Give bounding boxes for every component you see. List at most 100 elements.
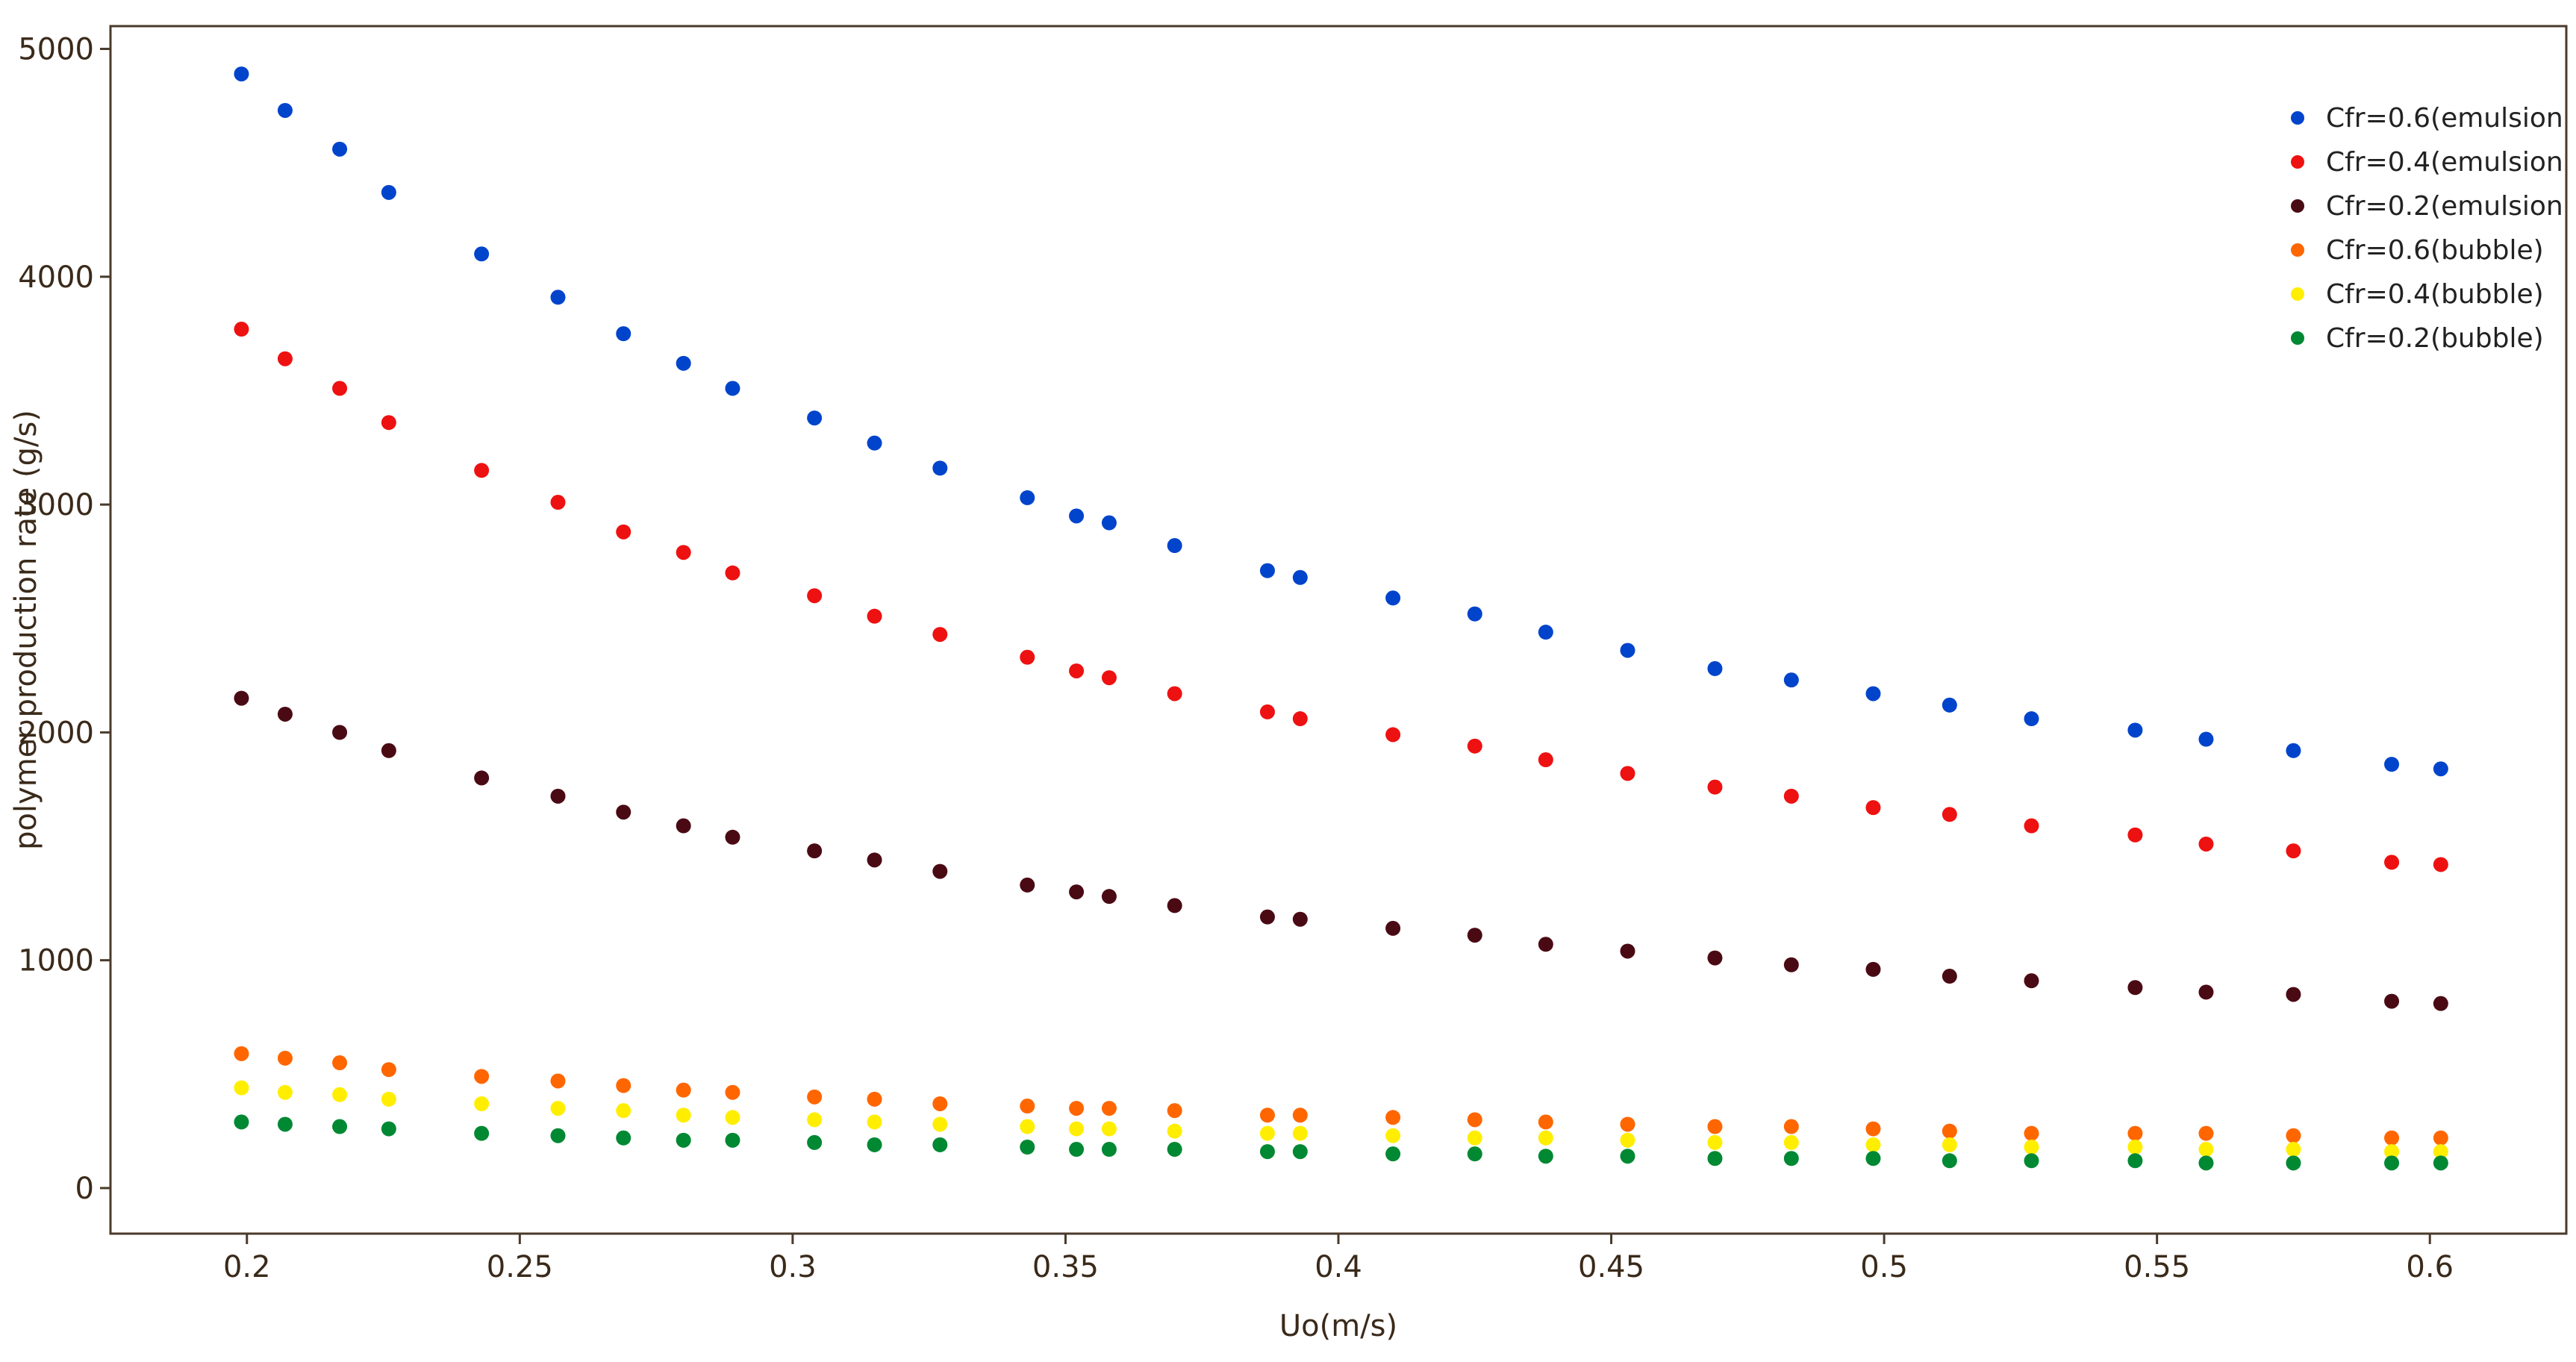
data-point bbox=[1167, 538, 1182, 554]
data-point bbox=[616, 1103, 631, 1119]
data-point bbox=[2384, 757, 2400, 772]
data-point bbox=[550, 290, 566, 305]
data-point bbox=[2384, 993, 2400, 1009]
data-point bbox=[2433, 1144, 2448, 1160]
data-point bbox=[1020, 1139, 1035, 1155]
legend-label: Cfr=0.4(bubble) bbox=[2326, 279, 2544, 310]
series-2 bbox=[234, 322, 2448, 872]
y-tick-label: 0 bbox=[75, 1172, 94, 1206]
data-point bbox=[1707, 950, 1723, 966]
series-1 bbox=[234, 66, 2448, 777]
plot-area-frame bbox=[109, 25, 2568, 1235]
data-point bbox=[1101, 670, 1117, 686]
legend-label: Cfr=0.2(bubble) bbox=[2326, 323, 2544, 354]
data-point bbox=[2286, 743, 2301, 758]
data-point bbox=[1069, 663, 1085, 678]
data-point bbox=[332, 381, 348, 396]
data-point bbox=[725, 1132, 740, 1148]
data-point bbox=[2024, 1153, 2039, 1169]
data-point bbox=[2433, 996, 2448, 1011]
data-point bbox=[1620, 943, 1635, 959]
data-point bbox=[2127, 1153, 2143, 1169]
data-point bbox=[2198, 731, 2214, 747]
data-point bbox=[1783, 1151, 1799, 1166]
data-point bbox=[1020, 1119, 1035, 1134]
data-point bbox=[2127, 1125, 2143, 1141]
data-point bbox=[1020, 877, 1035, 893]
data-point bbox=[1167, 1103, 1182, 1119]
data-point bbox=[1620, 1149, 1635, 1164]
series-5 bbox=[234, 1080, 2448, 1160]
data-point bbox=[474, 770, 490, 786]
data-point bbox=[1167, 898, 1182, 913]
legend-marker bbox=[2291, 199, 2304, 213]
data-point bbox=[1101, 1121, 1117, 1137]
data-point bbox=[867, 1114, 882, 1130]
data-point bbox=[2024, 973, 2039, 989]
y-tick-label: 5000 bbox=[18, 33, 94, 67]
data-point bbox=[2384, 1155, 2400, 1171]
data-point bbox=[381, 415, 396, 431]
data-point bbox=[867, 435, 882, 451]
data-point bbox=[1942, 1123, 1957, 1139]
data-point bbox=[1292, 1125, 1308, 1141]
data-point bbox=[332, 141, 348, 157]
data-point bbox=[1385, 1110, 1401, 1125]
data-point bbox=[1942, 807, 1957, 822]
data-point bbox=[1783, 957, 1799, 972]
x-tick-label: 0.3 bbox=[769, 1250, 817, 1284]
data-point bbox=[1259, 704, 1275, 719]
data-point bbox=[1292, 1144, 1308, 1160]
data-point bbox=[807, 1134, 823, 1150]
data-point bbox=[616, 805, 631, 820]
data-point bbox=[1783, 1134, 1799, 1150]
x-tick-label: 0.45 bbox=[1578, 1250, 1644, 1284]
data-point bbox=[2384, 855, 2400, 870]
data-point bbox=[932, 460, 948, 476]
data-point bbox=[1259, 1108, 1275, 1123]
data-point bbox=[1292, 569, 1308, 585]
data-point bbox=[234, 1080, 249, 1096]
data-point bbox=[1865, 800, 1881, 816]
x-axis-label: Uo(m/s) bbox=[1279, 1309, 1397, 1343]
legend: Cfr=0.6(emulsion Cfr=0.4(emulsion Cfr=0.2(… bbox=[2291, 103, 2563, 354]
data-point bbox=[1538, 1130, 1553, 1146]
data-point bbox=[807, 1112, 823, 1128]
data-point bbox=[1467, 1112, 1482, 1128]
legend-marker bbox=[2291, 287, 2304, 301]
data-point bbox=[932, 1137, 948, 1152]
data-point bbox=[676, 818, 691, 834]
data-point bbox=[474, 1125, 490, 1141]
data-point bbox=[867, 852, 882, 868]
data-point bbox=[2024, 711, 2039, 727]
data-point bbox=[2127, 1139, 2143, 1155]
data-point bbox=[725, 381, 740, 396]
data-point bbox=[1385, 920, 1401, 936]
data-point bbox=[1942, 1153, 1957, 1169]
y-tick-label: 4000 bbox=[18, 260, 94, 295]
data-point bbox=[2024, 818, 2039, 834]
y-tick-label: 3000 bbox=[18, 488, 94, 522]
data-point bbox=[1069, 1101, 1085, 1116]
x-tick-label: 0.55 bbox=[2124, 1250, 2190, 1284]
data-point bbox=[1865, 686, 1881, 702]
legend-marker bbox=[2291, 243, 2304, 257]
data-point bbox=[2198, 1142, 2214, 1158]
data-point bbox=[2433, 1155, 2448, 1171]
data-point bbox=[2286, 1155, 2301, 1171]
data-point bbox=[550, 1128, 566, 1143]
data-point bbox=[1101, 1101, 1117, 1116]
data-point bbox=[1942, 697, 1957, 713]
y-tick-label: 2000 bbox=[18, 716, 94, 750]
data-point bbox=[676, 1108, 691, 1123]
data-point bbox=[277, 1050, 293, 1066]
data-point bbox=[277, 102, 293, 118]
legend-marker bbox=[2291, 331, 2304, 345]
data-point bbox=[1020, 649, 1035, 665]
data-point bbox=[1942, 969, 1957, 984]
data-point bbox=[234, 1114, 249, 1130]
data-point bbox=[1292, 1108, 1308, 1123]
data-point bbox=[550, 495, 566, 510]
data-point bbox=[1865, 961, 1881, 977]
legend-marker bbox=[2291, 111, 2304, 125]
